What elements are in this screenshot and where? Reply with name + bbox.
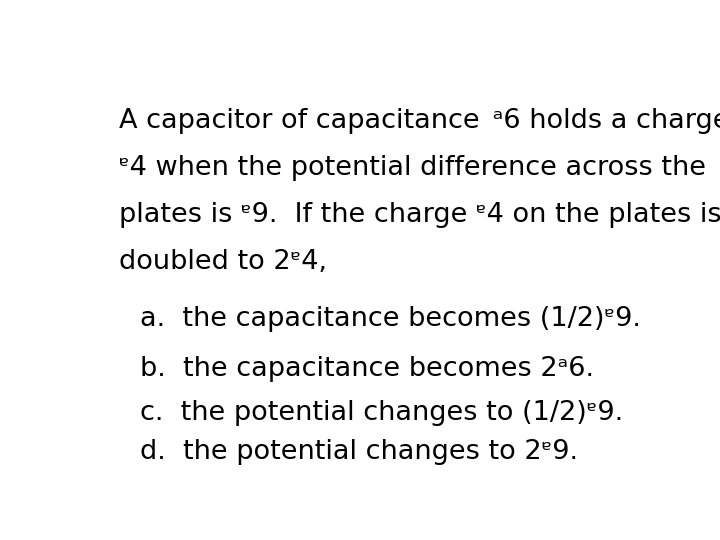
Text: plates is ᵄ9.  If the charge ᵄ4 on the plates is: plates is ᵄ9. If the charge ᵄ4 on the pl… [119, 202, 720, 228]
Text: ᵄ4 when the potential difference across the: ᵄ4 when the potential difference across … [119, 156, 706, 181]
Text: A capacitor of capacitance  ᵃ6 holds a charge: A capacitor of capacitance ᵃ6 holds a ch… [119, 109, 720, 134]
Text: c.  the potential changes to (1/2)ᵄ9.: c. the potential changes to (1/2)ᵄ9. [140, 400, 624, 427]
Text: doubled to 2ᵄ4,: doubled to 2ᵄ4, [119, 249, 327, 275]
Text: b.  the capacitance becomes 2ᵃ6.: b. the capacitance becomes 2ᵃ6. [140, 356, 594, 382]
Text: a.  the capacitance becomes (1/2)ᵄ9.: a. the capacitance becomes (1/2)ᵄ9. [140, 306, 641, 332]
Text: d.  the potential changes to 2ᵄ9.: d. the potential changes to 2ᵄ9. [140, 439, 578, 465]
